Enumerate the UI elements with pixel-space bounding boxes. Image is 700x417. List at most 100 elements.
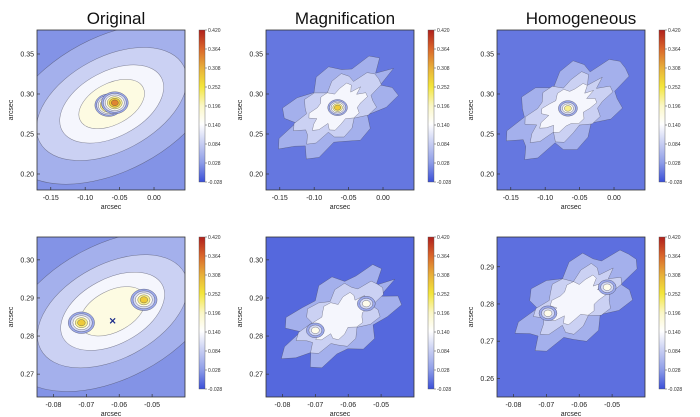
x-tick-label: -0.07 (78, 402, 94, 409)
y-axis-label: arcsec (468, 306, 475, 327)
y-tick-label: 0.30 (249, 257, 263, 264)
y-tick-label: 0.28 (249, 334, 263, 341)
contour-peak (362, 300, 371, 308)
colorbar-tick-label: 0.308 (437, 273, 450, 279)
x-tick-label: -0.15 (503, 195, 519, 202)
colorbar-tick-label: 0.084 (208, 142, 221, 148)
column-title-magnification: Magnification (295, 9, 395, 28)
colorbar-tick-label: 0.140 (437, 123, 450, 129)
colorbar-tick-label: 0.084 (668, 349, 681, 355)
colorbar-tick-label: 0.252 (437, 292, 450, 298)
y-tick-label: 0.25 (480, 132, 494, 139)
colorbar-tick-label: 0.252 (208, 85, 221, 91)
colorbar-tick-label: 0.252 (437, 85, 450, 91)
y-tick-label: 0.30 (249, 92, 263, 99)
colorbar-tick-label: 0.252 (668, 85, 681, 91)
contour-layer (514, 249, 638, 352)
y-tick-label: 0.28 (20, 334, 34, 341)
colorbar-tick-label: 0.196 (208, 104, 221, 110)
x-tick-label: -0.05 (604, 402, 620, 409)
y-tick-label: 0.30 (480, 92, 494, 99)
colorbar-tick-label: 0.084 (437, 142, 450, 148)
panel-2: -0.15 -0.10 -0.05 0.00 0.35 0.30 0.25 0.20 arcse… (237, 28, 451, 211)
contour-peak (139, 296, 148, 304)
x-tick-label: -0.05 (341, 195, 357, 202)
panel-4: -0.08 -0.07 -0.06 -0.05 0.30 0.29 0.28 0.27 arcs… (8, 235, 222, 417)
x-tick-label: -0.06 (111, 402, 127, 409)
y-axis-label: arcsec (237, 99, 244, 120)
colorbar-tick-label: 0.420 (437, 235, 450, 241)
x-axis-label: arcsec (101, 204, 122, 211)
colorbar-tick-label: 0.140 (668, 330, 681, 336)
y-tick-label: 0.35 (20, 52, 34, 59)
y-axis-label: arcsec (468, 99, 475, 120)
colorbar-tick-label: -0.028 (437, 387, 451, 393)
plot-frame (265, 29, 415, 191)
colorbar-tick-label: 0.028 (437, 368, 450, 374)
colorbar (427, 29, 435, 183)
y-tick-label: 0.20 (249, 172, 263, 179)
colorbar-tick-label: 0.252 (208, 292, 221, 298)
x-axis-label: arcsec (330, 204, 351, 211)
colorbar-tick-label: 0.364 (668, 47, 681, 53)
y-tick-label: 0.35 (249, 52, 263, 59)
colorbar-tick-label: 0.364 (208, 47, 221, 53)
y-tick-label: 0.35 (480, 52, 494, 59)
x-tick-label: -0.15 (43, 195, 59, 202)
y-tick-label: 0.27 (480, 339, 494, 346)
y-tick-label: 0.20 (480, 172, 494, 179)
contour-peak (543, 309, 553, 317)
colorbar-tick-label: 0.196 (668, 104, 681, 110)
colorbar-tick-label: 0.028 (437, 161, 450, 167)
colorbar-tick-label: 0.196 (208, 311, 221, 317)
plot-frame (496, 236, 646, 398)
x-tick-label: -0.10 (306, 195, 322, 202)
colorbar-tick-label: 0.308 (668, 66, 681, 72)
colorbar-tick-label: 0.420 (437, 28, 450, 34)
x-axis-label: arcsec (561, 411, 582, 417)
colorbar-tick-label: 0.308 (668, 273, 681, 279)
colorbar (658, 236, 666, 390)
colorbar (198, 29, 206, 183)
contour-peak (602, 283, 612, 291)
x-tick-label: -0.15 (272, 195, 288, 202)
x-axis-label: arcsec (561, 204, 582, 211)
colorbar-tick-label: 0.364 (668, 254, 681, 260)
colorbar-tick-label: 0.028 (208, 161, 221, 167)
x-tick-label: 0.00 (607, 195, 621, 202)
y-tick-label: 0.25 (249, 132, 263, 139)
colorbar-tick-label: 0.420 (668, 235, 681, 241)
colorbar-tick-label: 0.140 (208, 330, 221, 336)
x-tick-label: -0.06 (340, 402, 356, 409)
panel-1: -0.15 -0.10 -0.05 0.00 0.35 0.30 0.25 0.20 arcse… (8, 28, 222, 211)
colorbar (198, 236, 206, 390)
x-tick-label: 0.00 (376, 195, 390, 202)
colorbar-tick-label: 0.308 (208, 66, 221, 72)
colorbar-tick-label: 0.364 (437, 254, 450, 260)
y-tick-label: 0.29 (249, 295, 263, 302)
colorbar-tick-label: 0.140 (668, 123, 681, 129)
y-tick-label: 0.28 (480, 301, 494, 308)
contour-layer (280, 264, 402, 369)
y-tick-label: 0.30 (20, 257, 34, 264)
colorbar-tick-label: -0.028 (208, 180, 222, 186)
x-tick-label: -0.05 (112, 195, 128, 202)
y-tick-label: 0.27 (20, 372, 34, 379)
contour-layer (37, 30, 185, 185)
colorbar-tick-label: 0.140 (208, 123, 221, 129)
x-tick-label: -0.10 (537, 195, 553, 202)
colorbar-tick-label: 0.084 (437, 349, 450, 355)
contour-peak (334, 104, 341, 111)
centroid-marker (109, 317, 116, 324)
colorbar-tick-label: 0.084 (668, 142, 681, 148)
colorbar-tick-label: 0.308 (208, 273, 221, 279)
colorbar-tick-label: 0.364 (437, 47, 450, 53)
y-tick-label: 0.25 (20, 132, 34, 139)
colorbar-tick-label: 0.028 (668, 161, 681, 167)
y-tick-label: 0.29 (20, 295, 34, 302)
x-tick-label: 0.00 (147, 195, 161, 202)
x-tick-label: -0.10 (77, 195, 93, 202)
colorbar-tick-label: 0.252 (668, 292, 681, 298)
colorbar-tick-label: 0.420 (668, 28, 681, 34)
colorbar-tick-label: 0.196 (668, 311, 681, 317)
